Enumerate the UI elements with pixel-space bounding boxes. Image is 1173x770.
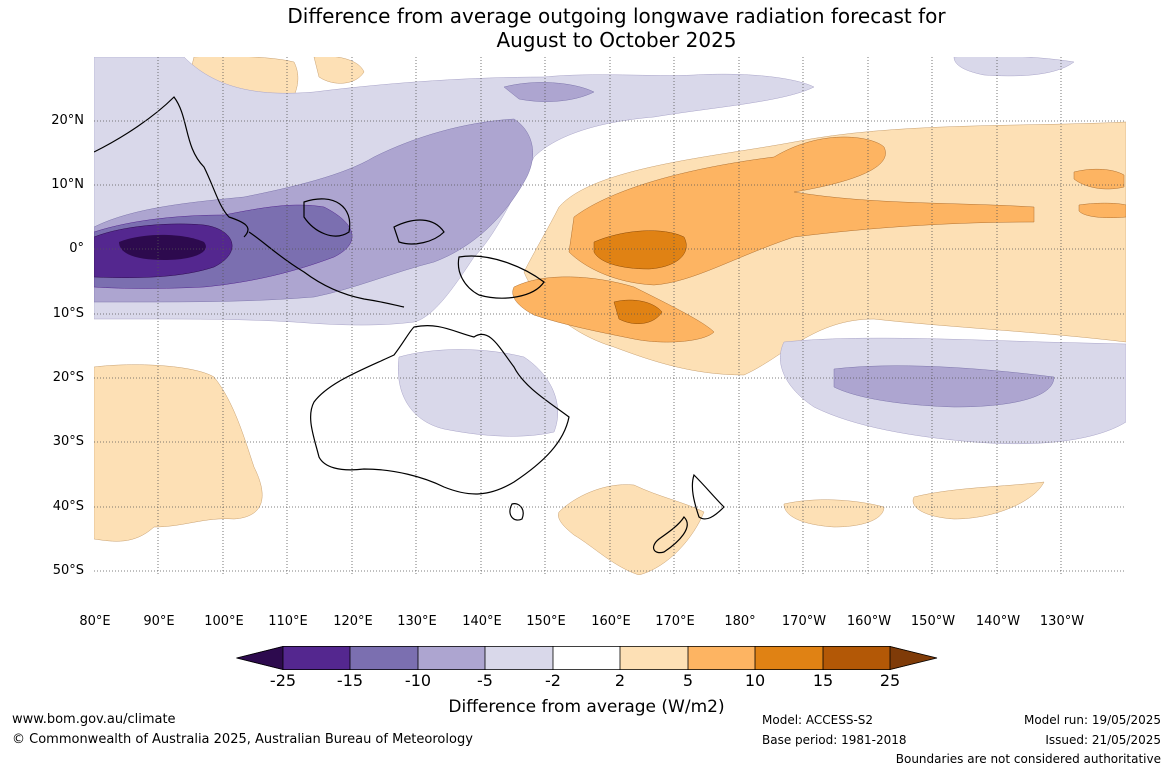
- colorbar-label: Difference from average (W/m2): [448, 697, 725, 717]
- colorbar-tick: 15: [812, 671, 834, 690]
- lat-label: 20°S: [52, 370, 84, 385]
- colorbar-tick: -2: [545, 671, 561, 690]
- lon-label: 170°E: [655, 614, 695, 629]
- title-line-1: Difference from average outgoing longwav…: [287, 4, 946, 28]
- base-period: Base period: 1981-2018: [762, 733, 907, 747]
- colorbar-segment: [350, 646, 418, 670]
- colorbar-segment: [755, 646, 823, 670]
- lon-label: 150°E: [526, 614, 566, 629]
- title-line-2: August to October 2025: [496, 28, 737, 52]
- lon-label: 130°W: [1039, 614, 1085, 629]
- colorbar-segment: [553, 646, 620, 670]
- colorbar-segment: [823, 646, 890, 670]
- colorbar-tick: -25: [269, 671, 297, 690]
- colorbar-tick: -5: [477, 671, 493, 690]
- colorbar-segment: [688, 646, 755, 670]
- lon-label: 120°E: [333, 614, 373, 629]
- model-run: Model run: 19/05/2025: [1023, 713, 1161, 727]
- lon-label: 130°E: [397, 614, 437, 629]
- lon-label: 140°W: [975, 614, 1021, 629]
- issued-date: Issued: 21/05/2025: [1045, 733, 1161, 747]
- colorbar-tick: 2: [614, 671, 626, 690]
- website-link[interactable]: www.bom.gov.au/climate: [12, 712, 176, 727]
- colorbar-segment: [236, 646, 283, 670]
- colorbar-segment: [418, 646, 485, 670]
- colorbar-tick: -15: [336, 671, 364, 690]
- graticule: [94, 57, 1126, 575]
- colorbar-segment: [620, 646, 688, 670]
- lat-label: 10°N: [51, 177, 84, 192]
- lon-label: 160°W: [846, 614, 892, 629]
- lon-label: 150°W: [910, 614, 956, 629]
- lat-label: 50°S: [52, 563, 84, 578]
- lon-label: 110°E: [268, 614, 308, 629]
- colorbar-tick: -10: [404, 671, 432, 690]
- lon-label: 100°E: [204, 614, 244, 629]
- lon-label: 170°W: [781, 614, 827, 629]
- lat-label: 30°S: [52, 434, 84, 449]
- colorbar: [236, 646, 938, 670]
- forecast-map: [94, 57, 1126, 575]
- colorbar-segment: [485, 646, 553, 670]
- map-canvas: [94, 57, 1126, 575]
- lon-label: 140°E: [462, 614, 502, 629]
- lat-label: 40°S: [52, 499, 84, 514]
- lon-label: 180°: [724, 614, 756, 629]
- colorbar-tick: 10: [744, 671, 766, 690]
- copyright: © Commonwealth of Australia 2025, Austra…: [12, 732, 473, 747]
- colorbar-segment: [890, 646, 937, 670]
- colorbar-segment: [283, 646, 350, 670]
- lon-label: 80°E: [79, 614, 111, 629]
- lat-label: 0°: [69, 241, 84, 256]
- lat-label: 10°S: [52, 306, 84, 321]
- colorbar-tick: 25: [879, 671, 901, 690]
- colorbar-tick: 5: [682, 671, 694, 690]
- map-title: Difference from average outgoing longwav…: [0, 4, 1173, 52]
- lat-label: 20°N: [51, 113, 84, 128]
- anomaly-positive-strong: [593, 230, 687, 324]
- boundaries-disclaimer: Boundaries are not considered authoritat…: [895, 752, 1161, 766]
- model-name: Model: ACCESS-S2: [762, 713, 874, 727]
- lon-label: 160°E: [591, 614, 631, 629]
- anomaly-negative-extreme: [119, 234, 206, 260]
- lon-label: 90°E: [143, 614, 175, 629]
- colorbar-outline: [236, 646, 938, 670]
